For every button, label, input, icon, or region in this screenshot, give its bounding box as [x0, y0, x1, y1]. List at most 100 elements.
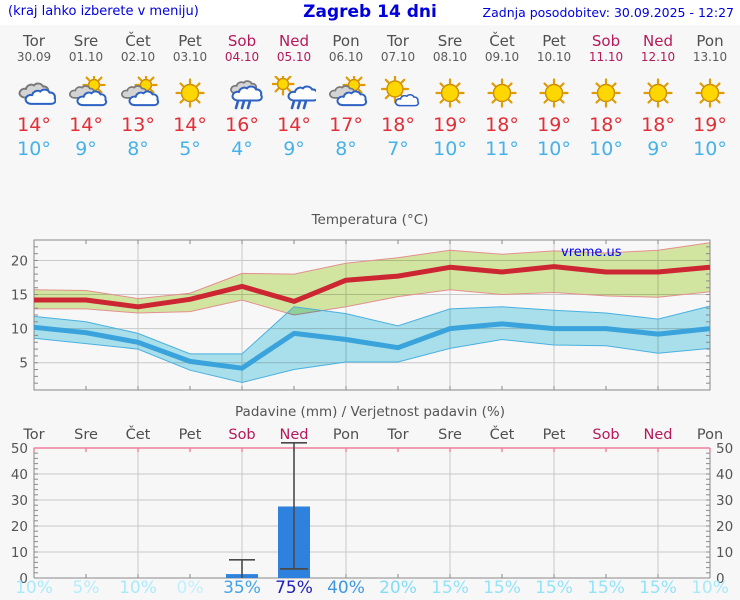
precip-probability: 10%	[691, 578, 729, 598]
day-date: 03.10	[172, 50, 208, 64]
day-name: Tor	[23, 32, 45, 50]
day-max-temp: 18°	[381, 114, 415, 136]
day-column: Sob 11.10 18° 10°	[580, 30, 632, 161]
last-updated-text: Zadnja posodobitev: 30.09.2025 - 12:27	[482, 5, 734, 20]
precip-axis-label: 0	[19, 571, 28, 585]
page-title: Zagreb 14 dni	[303, 2, 437, 22]
day-column: Pet 03.10 14° 5°	[164, 30, 216, 161]
day-min-temp: 10°	[589, 138, 623, 160]
precip-probability: 15%	[535, 578, 573, 598]
precip-probability: 10%	[15, 578, 53, 598]
sunny-icon	[688, 76, 732, 110]
precip-day-label: Sre	[74, 427, 98, 443]
precip-probability: 35%	[223, 578, 261, 598]
max-temp-line	[34, 264, 711, 310]
sunny-icon	[532, 76, 576, 110]
precip-axis-label: 50	[11, 441, 28, 457]
precip-axis-label: 20	[11, 519, 28, 535]
precip-day-label: Ned	[279, 427, 309, 443]
precip-day-label: Pon	[332, 427, 360, 443]
day-column: Čet 09.10 18° 11°	[476, 30, 528, 161]
day-date: 10.10	[536, 50, 572, 64]
day-date: 05.10	[276, 50, 312, 64]
precip-day-label: Ned	[643, 427, 673, 443]
day-column: Čet 02.10 13° 8°	[112, 30, 164, 161]
day-column: Sob 04.10 16° 4°	[216, 30, 268, 161]
day-min-temp: 8°	[335, 138, 357, 160]
precipitation-chart-title: Padavine (mm) / Verjetnost padavin (%)	[235, 404, 505, 420]
day-max-temp: 14°	[173, 114, 207, 136]
precip-day-label: Čet	[125, 427, 151, 443]
precip-axis-label: 40	[11, 467, 28, 483]
cloudy-icon	[12, 76, 57, 110]
precip-probability: 15%	[587, 578, 625, 598]
precip-probability: 15%	[483, 578, 521, 598]
day-column: Ned 12.10 18° 9°	[632, 30, 684, 161]
precip-probability: 5%	[72, 578, 100, 598]
day-date: 01.10	[68, 50, 104, 64]
precip-day-label: Sob	[228, 427, 256, 443]
day-column: Tor 30.09 14° 10°	[8, 30, 60, 161]
precip-probability: 0%	[176, 578, 204, 598]
day-min-temp: 4°	[231, 138, 253, 160]
temp-axis-label: 20	[11, 253, 28, 269]
day-date: 08.10	[432, 50, 468, 64]
temp-axis-label: 15	[11, 288, 28, 304]
day-min-temp: 11°	[485, 138, 519, 160]
day-column: Pon 13.10 19° 10°	[684, 30, 736, 161]
sunny-icon	[480, 76, 524, 110]
day-name: Tor	[387, 32, 409, 50]
day-date: 04.10	[224, 50, 260, 64]
sunny-icon	[636, 76, 680, 110]
day-max-temp: 14°	[277, 114, 311, 136]
precip-day-label: Sre	[438, 427, 462, 443]
precipitation-chart: 0 0 10 10 20 20 30 30 40 40 50 50	[11, 441, 733, 585]
day-min-temp: 8°	[127, 138, 149, 160]
temperature-chart: 5 10 15 20 vreme.us	[11, 239, 711, 391]
precip-day-label: Pet	[178, 427, 202, 443]
sun-rain-icon	[271, 72, 319, 110]
precip-axis-label: 10	[716, 545, 733, 561]
page-header: (kraj lahko izberete v meniju) Zagreb 14…	[0, 0, 740, 25]
day-min-temp: 9°	[75, 138, 97, 160]
day-max-temp: 19°	[537, 114, 571, 136]
day-date: 09.10	[484, 50, 520, 64]
day-min-temp: 9°	[283, 138, 305, 160]
day-min-temp: 10°	[693, 138, 727, 160]
precip-axis-label: 0	[716, 571, 725, 585]
day-max-temp: 14°	[17, 114, 51, 136]
mostly-sunny-icon	[376, 74, 420, 110]
day-date: 11.10	[588, 50, 624, 64]
precip-probability: 20%	[379, 578, 417, 598]
precip-day-label: Pon	[696, 427, 724, 443]
precip-day-label: Sob	[592, 427, 620, 443]
day-name: Pon	[332, 32, 360, 50]
day-column: Sre 08.10 19° 10°	[424, 30, 476, 161]
day-name: Pet	[178, 32, 202, 50]
day-date: 30.09	[16, 50, 52, 64]
day-min-temp: 10°	[17, 138, 51, 160]
precip-probability: 15%	[639, 578, 677, 598]
day-name: Pon	[696, 32, 724, 50]
rain-icon	[220, 76, 264, 110]
day-max-temp: 18°	[485, 114, 519, 136]
day-name: Sre	[437, 32, 463, 50]
temp-axis-label: 10	[11, 322, 28, 338]
day-column: Tor 07.10 18° 7°	[372, 30, 424, 161]
day-max-temp: 16°	[225, 114, 259, 136]
day-name: Čet	[489, 32, 515, 50]
day-max-temp: 14°	[69, 114, 103, 136]
temperature-chart-title: Temperatura (°C)	[311, 212, 429, 228]
day-name: Sob	[591, 32, 621, 50]
sunny-icon	[428, 76, 472, 110]
day-max-temp: 18°	[589, 114, 623, 136]
day-date: 06.10	[328, 50, 364, 64]
precip-probability: 75%	[275, 578, 313, 598]
precip-axis-label: 30	[11, 493, 28, 509]
day-max-temp: 17°	[329, 114, 363, 136]
partly-cloudy-icon	[324, 73, 368, 110]
forecast-day-strip: Tor 30.09 14° 10° Sre 01.10 14° 9° Čet 02.10 13° 8°…	[0, 30, 740, 170]
min-temp-line	[33, 321, 711, 371]
day-column: Pon 06.10 17° 8°	[320, 30, 372, 161]
day-min-temp: 7°	[387, 138, 409, 160]
